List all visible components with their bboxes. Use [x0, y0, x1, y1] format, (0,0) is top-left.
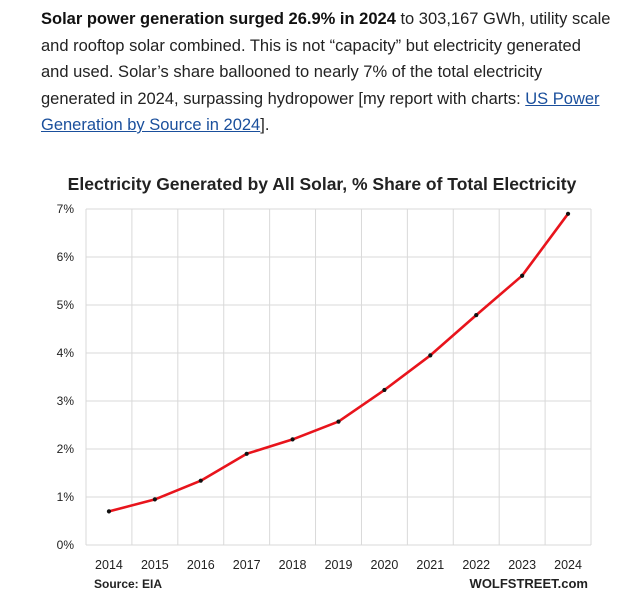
- data-point: [198, 478, 203, 483]
- y-tick-label: 4%: [57, 346, 75, 360]
- data-point: [428, 353, 433, 358]
- y-tick-label: 6%: [57, 250, 75, 264]
- data-point: [474, 312, 479, 318]
- x-tick-label: 2022: [462, 558, 490, 572]
- data-point: [565, 211, 571, 216]
- article-text-1: to 303,167 GWh, utility scale and roofto…: [41, 10, 611, 108]
- data-point: [290, 437, 295, 442]
- data-point: [336, 419, 341, 424]
- y-tick-label: 2%: [57, 442, 75, 456]
- y-axis-ticks: 0% 1% 2% 3% 4% 5% 6% 7%: [57, 202, 75, 552]
- y-tick-label: 7%: [57, 202, 75, 216]
- data-point: [152, 497, 157, 502]
- article-text-2: ].: [260, 116, 270, 134]
- y-tick-label: 1%: [57, 490, 75, 504]
- y-tick-label: 5%: [57, 298, 75, 312]
- gridlines: [85, 208, 592, 546]
- x-axis-ticks: 2014 2015 2016 2017 2018 2019 2020 2021 2022 2023…: [95, 558, 582, 572]
- x-tick-label: 2017: [233, 558, 261, 572]
- source-label: Source: EIA: [94, 577, 162, 591]
- x-tick-label: 2015: [141, 558, 169, 572]
- series-layer: [106, 211, 571, 514]
- x-tick-label: 2018: [279, 558, 307, 572]
- data-point: [244, 451, 249, 456]
- data-point: [382, 387, 387, 393]
- chart-container: Electricity Generated by All Solar, % Sh…: [0, 160, 629, 609]
- y-tick-label: 0%: [57, 538, 75, 552]
- article-paragraph: Solar power generation surged 26.9% in 2…: [41, 6, 611, 139]
- chart-title: Electricity Generated by All Solar, % Sh…: [68, 174, 577, 194]
- report-link[interactable]: US Power Generation by Source in 2024: [41, 89, 600, 135]
- watermark-label: WOLFSTREET.com: [470, 576, 588, 591]
- article-bold-lead: Solar power generation surged 26.9% in 2…: [41, 10, 396, 28]
- x-tick-label: 2021: [416, 558, 444, 572]
- x-tick-label: 2023: [508, 558, 536, 572]
- data-point: [106, 509, 112, 514]
- solar-share-chart: Electricity Generated by All Solar, % Sh…: [57, 174, 592, 591]
- x-tick-label: 2014: [95, 558, 123, 572]
- data-point: [520, 273, 525, 278]
- x-tick-label: 2019: [325, 558, 353, 572]
- x-tick-label: 2016: [187, 558, 215, 572]
- x-tick-label: 2024: [554, 558, 582, 572]
- y-tick-label: 3%: [57, 394, 75, 408]
- x-tick-label: 2020: [371, 558, 399, 572]
